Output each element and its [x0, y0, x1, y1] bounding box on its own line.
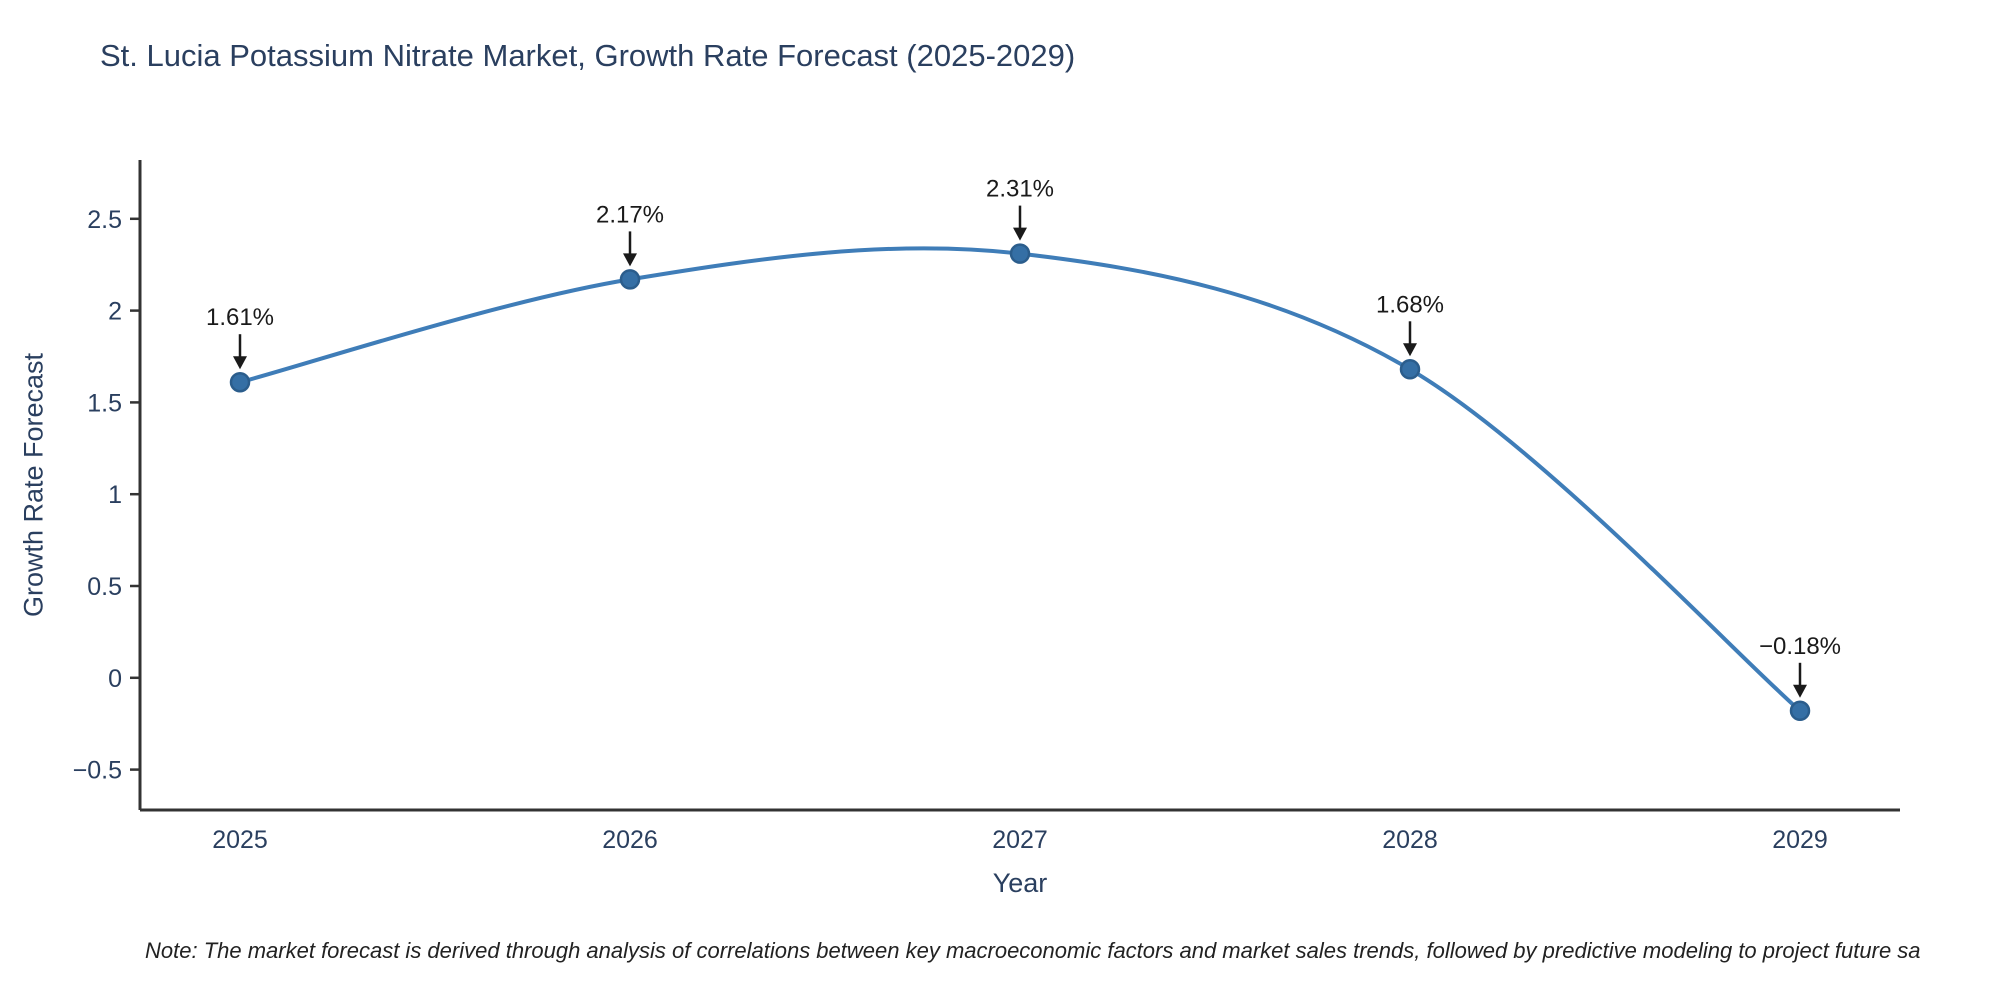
x-tick-label: 2029	[1772, 826, 1828, 854]
annotation-label: 1.61%	[206, 304, 274, 331]
data-point	[1789, 700, 1811, 722]
y-tick-label: 2.5	[87, 206, 122, 234]
annotation-arrowhead	[233, 356, 247, 370]
annotation-label: −0.18%	[1759, 633, 1841, 660]
data-point	[229, 371, 251, 393]
y-tick-label: 2	[108, 298, 122, 326]
data-point	[1399, 359, 1421, 380]
y-tick-label: 1	[108, 481, 122, 509]
annotation-arrowhead	[1013, 227, 1027, 241]
x-axis-label: Year	[992, 868, 1048, 898]
line-series	[239, 246, 1802, 713]
annotation-label: 2.17%	[596, 201, 664, 228]
data-point	[1009, 243, 1031, 264]
chart-title: St. Lucia Potassium Nitrate Market, Grow…	[100, 38, 1076, 73]
x-tick-label: 2026	[602, 826, 658, 854]
annotation-arrowhead	[1403, 343, 1417, 357]
data-point	[619, 269, 641, 290]
annotation-label: 2.31%	[986, 176, 1054, 203]
x-tick-label: 2025	[212, 826, 268, 854]
x-tick-label: 2028	[1382, 826, 1438, 854]
y-tick-label: 1.5	[87, 389, 122, 417]
footnote: Note: The market forecast is derived thr…	[145, 938, 1921, 963]
annotation-arrowhead	[623, 253, 637, 267]
annotation-arrowhead	[1793, 684, 1807, 698]
y-tick-label: 0	[108, 665, 122, 693]
y-tick-label: 0.5	[87, 573, 122, 601]
x-tick-label: 2027	[992, 826, 1048, 854]
annotation-label: 1.68%	[1376, 291, 1444, 318]
y-tick-label: −0.5	[73, 757, 122, 785]
